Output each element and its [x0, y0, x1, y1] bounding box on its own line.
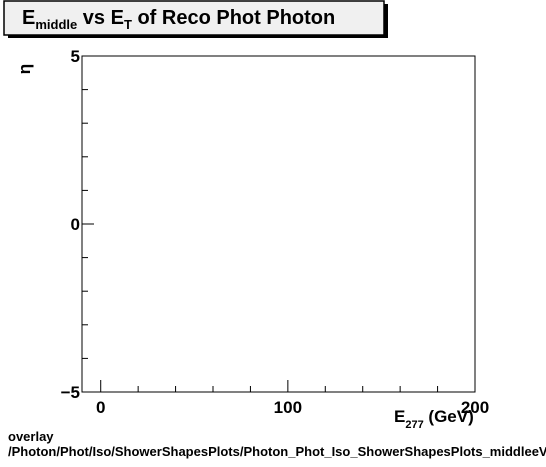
title-box: Emiddle vs ET of Reco Phot Photon: [3, 0, 388, 38]
x-tick-label: 100: [274, 398, 302, 417]
y-tick-label: −5: [61, 383, 80, 402]
y-axis-title: η: [15, 64, 34, 74]
x-axis-title-subscript: 277: [405, 419, 423, 431]
plot-frame: [81, 55, 476, 393]
title-part-mid: vs E: [77, 7, 124, 29]
footer-overlay: overlay: [8, 429, 54, 444]
x-axis-title-main: E: [394, 407, 405, 426]
x-axis-title: E277 (GeV): [394, 407, 474, 431]
y-axis-tick-labels: −5 0 5: [61, 47, 80, 402]
x-axis-title-rest: (GeV): [424, 407, 474, 426]
title-subscript-t: T: [124, 17, 132, 32]
footer-path: /Photon/Phot/Iso/ShowerShapesPlots/Photo…: [8, 444, 546, 459]
x-tick-label: 0: [96, 398, 105, 417]
y-tick-label: 0: [71, 215, 80, 234]
x-axis-ticks: [100, 380, 476, 392]
y-tick-label: 5: [71, 47, 80, 66]
title-subscript-middle: middle: [35, 17, 77, 32]
title-part-rest: of Reco Phot Photon: [132, 7, 335, 29]
x-axis-tick-labels: 0 100 200: [96, 398, 489, 417]
x-tick-label: 200: [461, 398, 489, 417]
y-axis-ticks: [82, 55, 94, 393]
title-part-main: E: [22, 7, 35, 29]
chart-title: Emiddle vs ET of Reco Phot Photon: [22, 7, 335, 32]
title-box-frame: [3, 0, 385, 36]
